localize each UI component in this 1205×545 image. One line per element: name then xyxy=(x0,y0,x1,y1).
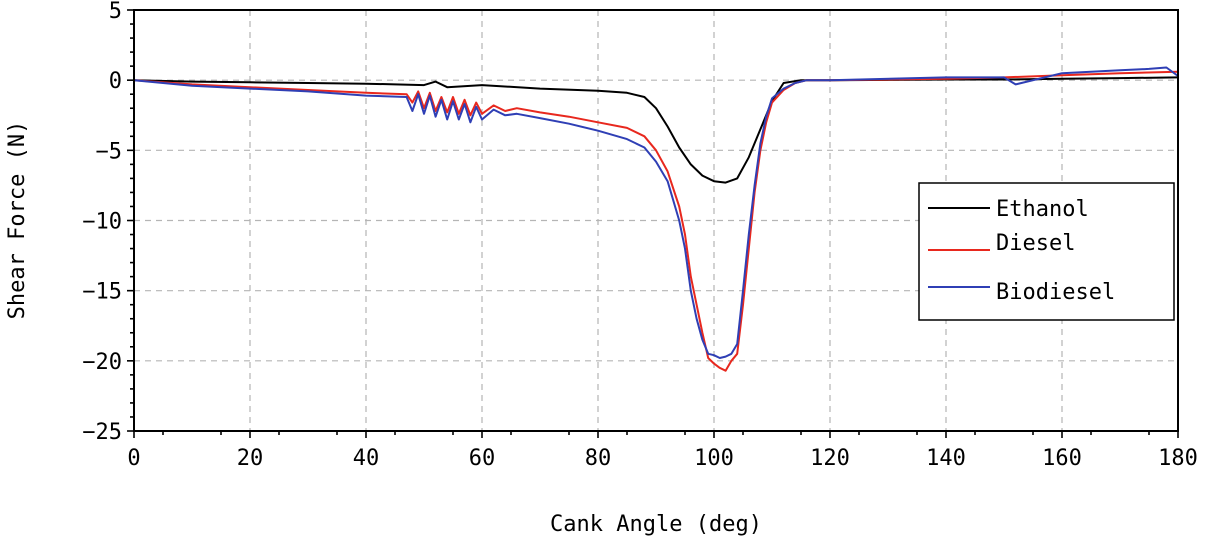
legend: Ethanol Diesel Biodiesel xyxy=(918,182,1175,321)
y-tick-label: −25 xyxy=(82,420,122,445)
legend-box xyxy=(918,182,1175,321)
x-tick-label: 120 xyxy=(810,446,850,471)
y-tick-label: −15 xyxy=(82,280,122,305)
series-line-diesel xyxy=(133,70,1179,372)
data-series xyxy=(133,66,1179,372)
series-line-ethanol xyxy=(133,76,1179,184)
x-tick-label: 80 xyxy=(585,446,612,471)
x-tick-label: 140 xyxy=(926,446,966,471)
series-line-biodiesel xyxy=(133,66,1179,359)
x-tick-label: 180 xyxy=(1158,446,1198,471)
y-tick-label: 0 xyxy=(109,69,122,94)
legend-label-diesel: Diesel xyxy=(996,231,1075,256)
legend-label-ethanol: Ethanol xyxy=(996,197,1089,222)
x-tick-label: 40 xyxy=(353,446,380,471)
y-tick-label: −5 xyxy=(96,139,123,164)
legend-label-biodiesel: Biodiesel xyxy=(996,280,1115,305)
x-tick-label: 0 xyxy=(127,446,140,471)
y-tick-label: −10 xyxy=(82,210,122,235)
y-tick-labels: 5 0 −5 −10 −15 −20 −25 xyxy=(82,0,122,445)
y-axis-title: Shear Force (N) xyxy=(5,121,30,320)
x-tick-label: 60 xyxy=(469,446,496,471)
y-tick-label: 5 xyxy=(109,0,122,24)
plot-frame xyxy=(133,9,1179,432)
x-tick-label: 160 xyxy=(1042,446,1082,471)
x-axis-title: Cank Angle (deg) xyxy=(550,512,762,537)
x-tick-label: 100 xyxy=(694,446,734,471)
x-tick-label: 20 xyxy=(237,446,264,471)
x-tick-labels: 0 20 40 60 80 100 120 140 160 180 xyxy=(127,446,1198,471)
y-tick-label: −20 xyxy=(82,350,122,375)
